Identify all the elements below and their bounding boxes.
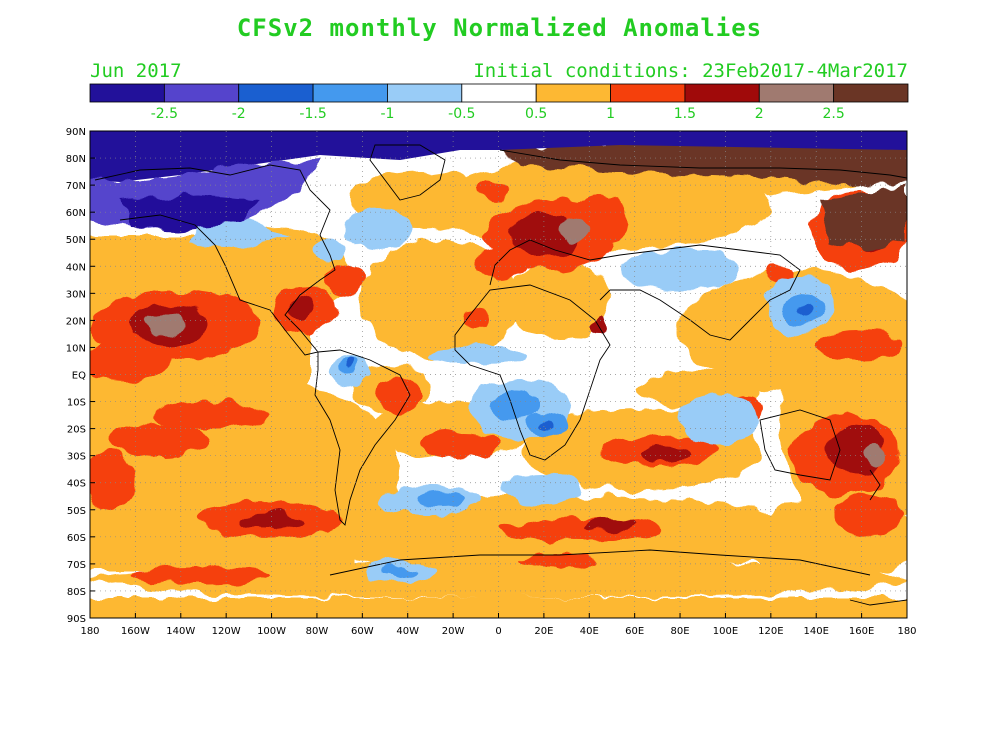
colorbar-label: 2.5 — [823, 106, 845, 122]
lon-label: 100W — [257, 626, 286, 637]
lat-label: 60N — [66, 208, 86, 219]
lon-label: 120W — [212, 626, 241, 637]
graticule — [90, 131, 907, 618]
lon-label: 120E — [758, 626, 783, 637]
lat-label: 20N — [66, 316, 86, 327]
colorbar-label: -2 — [232, 106, 246, 122]
colorbar-label: 1 — [606, 106, 615, 122]
coastlines — [94, 144, 907, 606]
initial-conditions: Initial conditions: 23Feb2017-4Mar2017 — [473, 60, 908, 82]
colorbar-label: 2 — [755, 106, 764, 122]
lat-label: 40S — [67, 479, 86, 490]
lat-label: 90N — [66, 127, 86, 138]
lon-label: 80W — [306, 626, 329, 637]
lat-label: 80S — [67, 587, 86, 598]
lat-label: 90S — [67, 614, 86, 625]
lon-label: 180 — [897, 626, 916, 637]
lon-label: 40E — [580, 626, 599, 637]
colorbar-label: -2.5 — [151, 106, 178, 122]
lat-label: 30S — [67, 452, 86, 463]
page-title: CFSv2 monthly Normalized Anomalies — [236, 14, 763, 42]
colorbar: -2.5 -2 -1.5 -1 -0.5 0.5 1 1.5 2 2.5 — [89, 83, 909, 122]
lat-label: 10N — [66, 343, 86, 354]
anomaly-field — [90, 131, 907, 618]
latitude-labels: 90N 80N 70N 60N 50N 40N 30N 20N 10N EQ 10S 20S 30S 40… — [66, 127, 95, 625]
lon-label: 60E — [625, 626, 644, 637]
lon-label: 20E — [534, 626, 553, 637]
lat-label: 60S — [67, 533, 86, 544]
lat-label: 50S — [67, 506, 86, 517]
lon-label: 140W — [166, 626, 195, 637]
lat-label: 20S — [67, 425, 86, 436]
lat-label: 10S — [67, 398, 86, 409]
lon-label: 160W — [121, 626, 150, 637]
lon-label: 80E — [671, 626, 690, 637]
lon-label: 20W — [442, 626, 465, 637]
lat-label: EQ — [72, 371, 86, 382]
colorbar-label: -1.5 — [299, 106, 326, 122]
lat-label: 50N — [66, 235, 86, 246]
longitude-labels: 180 160W 140W 120W 100W 80W 60W 40W 20W 0 20E 40E 60… — [80, 613, 917, 637]
colorbar-label: 0.5 — [525, 106, 547, 122]
lon-label: 40W — [396, 626, 419, 637]
forecast-month: Jun 2017 — [90, 60, 182, 82]
lon-label: 180 — [80, 626, 99, 637]
colorbar-label: 1.5 — [674, 106, 696, 122]
lon-label: 60W — [351, 626, 374, 637]
colorbar-label: -0.5 — [448, 106, 475, 122]
lon-label: 140E — [804, 626, 829, 637]
lat-label: 70N — [66, 181, 86, 192]
lon-label: 160E — [849, 626, 874, 637]
lon-label: 0 — [495, 626, 501, 637]
colorbar-swatch — [833, 83, 909, 103]
lat-label: 30N — [66, 289, 86, 300]
lat-label: 70S — [67, 560, 86, 571]
colorbar-label: -1 — [380, 106, 394, 122]
lat-label: 80N — [66, 154, 86, 165]
lat-label: 40N — [66, 262, 86, 273]
lon-label: 100E — [713, 626, 738, 637]
